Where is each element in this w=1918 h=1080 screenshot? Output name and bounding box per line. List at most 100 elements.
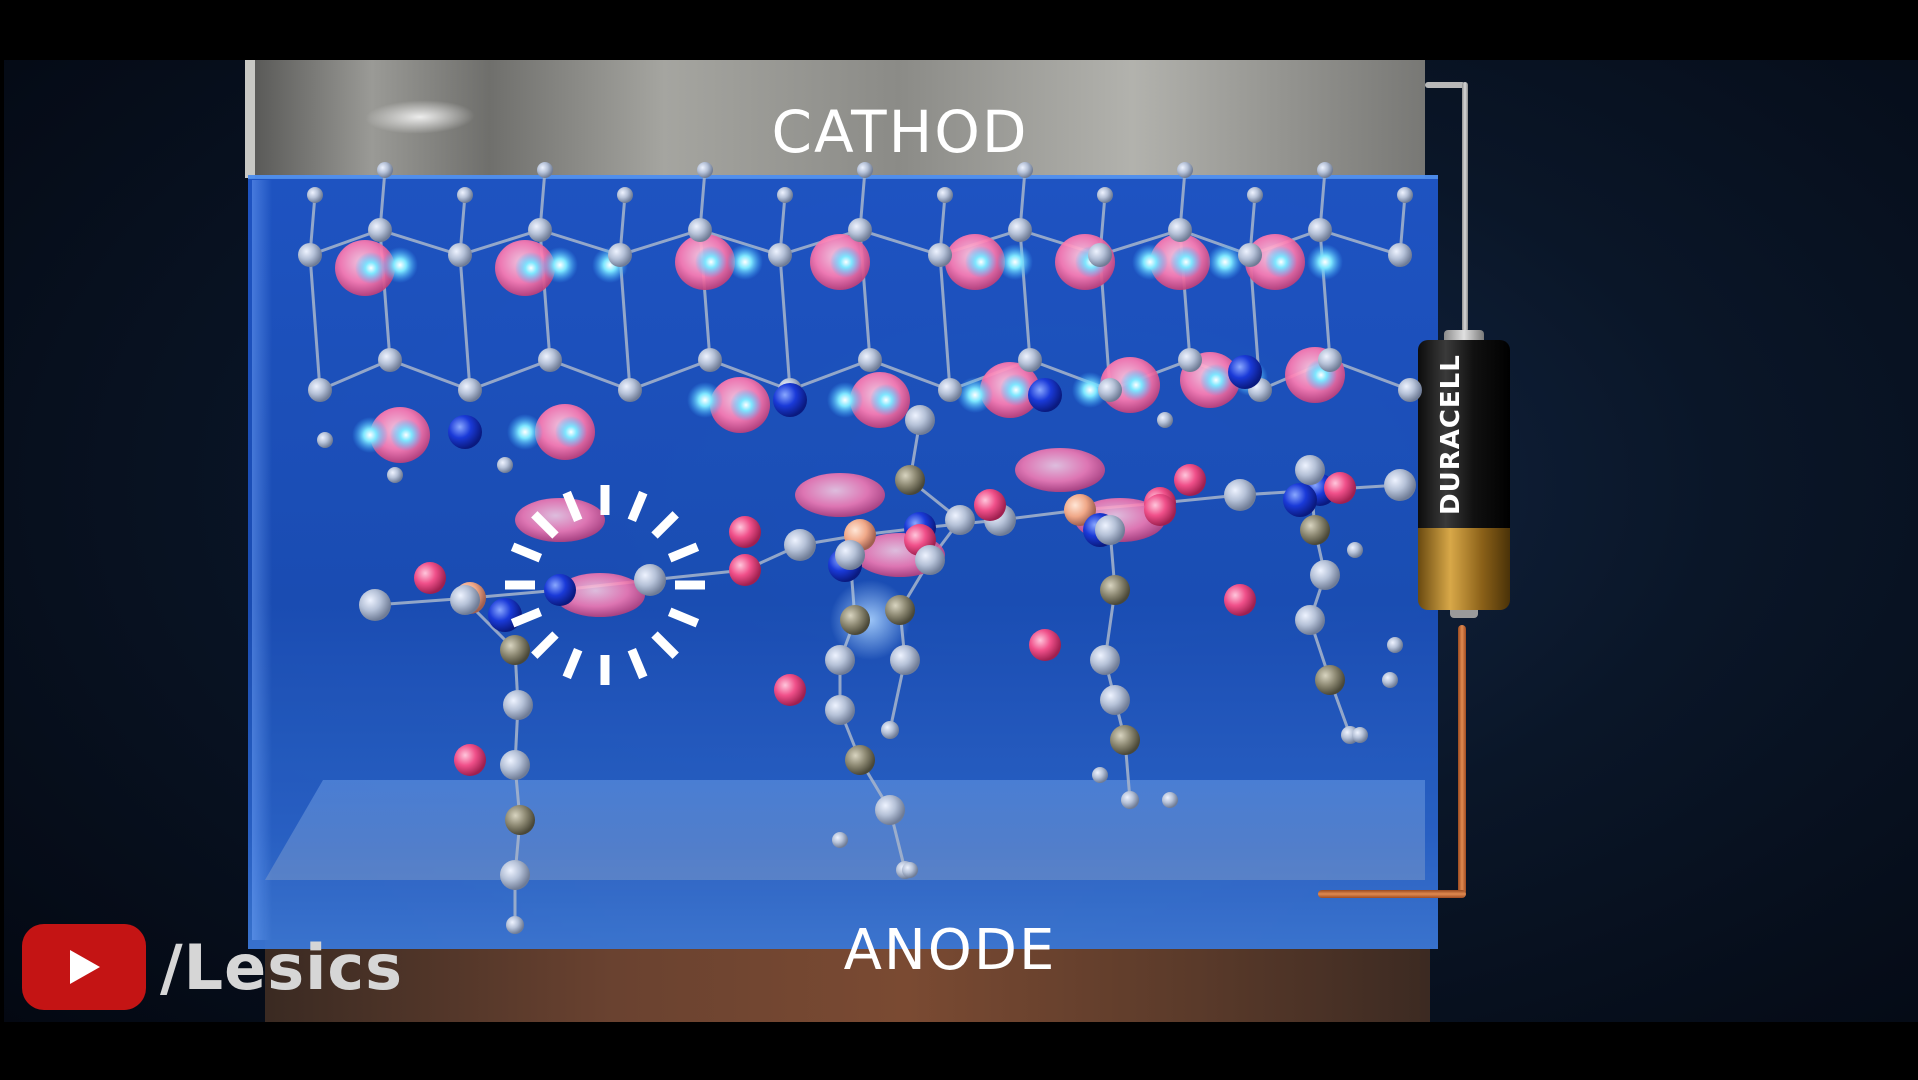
atom-pink: [1324, 472, 1356, 504]
atom-gray: [528, 218, 552, 242]
electron-glow: [1072, 372, 1108, 408]
atom-gray: [537, 162, 553, 178]
sparkle-ray: [531, 511, 559, 539]
channel-watermark: /Lesics: [22, 924, 403, 1010]
electron-glow: [1170, 246, 1202, 278]
atom-gray: [1097, 187, 1113, 203]
bond: [319, 358, 391, 392]
atom-gray: [1310, 560, 1340, 590]
electron-glow: [515, 252, 547, 284]
atom-gray: [697, 162, 713, 178]
atom-gray: [1318, 348, 1342, 372]
atom-gray: [1095, 515, 1125, 545]
atom-olive: [840, 605, 870, 635]
atom-gray: [1308, 218, 1332, 242]
atom-gray: [1177, 162, 1193, 178]
wire-top: [1425, 82, 1465, 88]
electron-glow: [1132, 244, 1168, 280]
bond: [309, 228, 381, 257]
atom-gray: [1295, 455, 1325, 485]
atom-gray: [1238, 243, 1262, 267]
atom-gray: [1384, 469, 1416, 501]
atom-gray: [937, 187, 953, 203]
anode-label: ANODE: [843, 918, 1057, 983]
electron-glow: [507, 414, 543, 450]
orbital-lobe: [515, 498, 605, 542]
atom-pink: [729, 516, 761, 548]
orbital-lobe: [795, 473, 885, 517]
bond: [458, 254, 472, 391]
bond: [1329, 358, 1411, 392]
battery-copper-top: [1418, 528, 1510, 610]
electron-glow: [1120, 369, 1152, 401]
atom-pink: [1174, 464, 1206, 496]
wire-copper-horizontal: [1318, 890, 1466, 898]
channel-name: /Lesics: [160, 930, 404, 1004]
electron-glow: [352, 417, 388, 453]
atom-gray: [890, 645, 920, 675]
electron-glow: [695, 246, 727, 278]
atom-blue: [1228, 355, 1262, 389]
atom-olive: [505, 805, 535, 835]
electron-glow: [555, 416, 587, 448]
sparkle-ray: [627, 647, 648, 680]
atom-olive: [895, 465, 925, 495]
atom-gray: [457, 187, 473, 203]
atom-gray: [777, 187, 793, 203]
atom-gray: [938, 378, 962, 402]
letterbox-bottom: [0, 1022, 1918, 1080]
atom-gray: [506, 916, 524, 934]
electron-glow: [542, 247, 578, 283]
atom-gray: [1017, 162, 1033, 178]
sparkle-ray: [651, 511, 679, 539]
atom-gray: [1178, 348, 1202, 372]
atom-gray: [1397, 187, 1413, 203]
sparkle-ray: [562, 647, 583, 680]
atom-olive: [1110, 725, 1140, 755]
atom-gray: [905, 405, 935, 435]
atom-gray: [858, 348, 882, 372]
atom-gray: [1121, 791, 1139, 809]
electron-glow: [830, 246, 862, 278]
bond: [709, 358, 791, 392]
atom-gray: [881, 721, 899, 739]
sparkle-ray: [562, 490, 583, 523]
atom-gray: [1018, 348, 1042, 372]
sparkle-ray: [667, 607, 700, 628]
electron-glow: [1307, 244, 1343, 280]
atom-gray: [500, 750, 530, 780]
atom-gray: [768, 243, 792, 267]
atom-gray: [857, 162, 873, 178]
battery-body: [1418, 340, 1510, 528]
atom-gray: [298, 243, 322, 267]
sparkle-ray: [667, 542, 700, 563]
atom-pink: [414, 562, 446, 594]
electron-glow: [730, 389, 762, 421]
sparkle-ray: [627, 490, 648, 523]
orbital-lobe: [1015, 448, 1105, 492]
atom-gray: [618, 378, 642, 402]
bond: [379, 228, 461, 257]
sparkle-ray: [651, 631, 679, 659]
atom-pink: [1144, 494, 1176, 526]
electron-glow: [957, 377, 993, 413]
atom-blue: [1283, 483, 1317, 517]
electron-glow: [355, 252, 387, 284]
atom-gray: [387, 467, 403, 483]
atom-gray: [825, 645, 855, 675]
atom-gray: [377, 162, 393, 178]
bond: [549, 358, 631, 392]
atom-blue: [448, 415, 482, 449]
atom-gray: [1100, 685, 1130, 715]
atom-gray: [378, 348, 402, 372]
atom-gray: [458, 378, 482, 402]
atom-gray: [317, 432, 333, 448]
atom-gray: [835, 540, 865, 570]
sparkle-ray: [510, 607, 543, 628]
atom-gray: [448, 243, 472, 267]
bond: [629, 358, 711, 392]
atom-gray: [1347, 542, 1363, 558]
atom-gray: [1398, 378, 1422, 402]
